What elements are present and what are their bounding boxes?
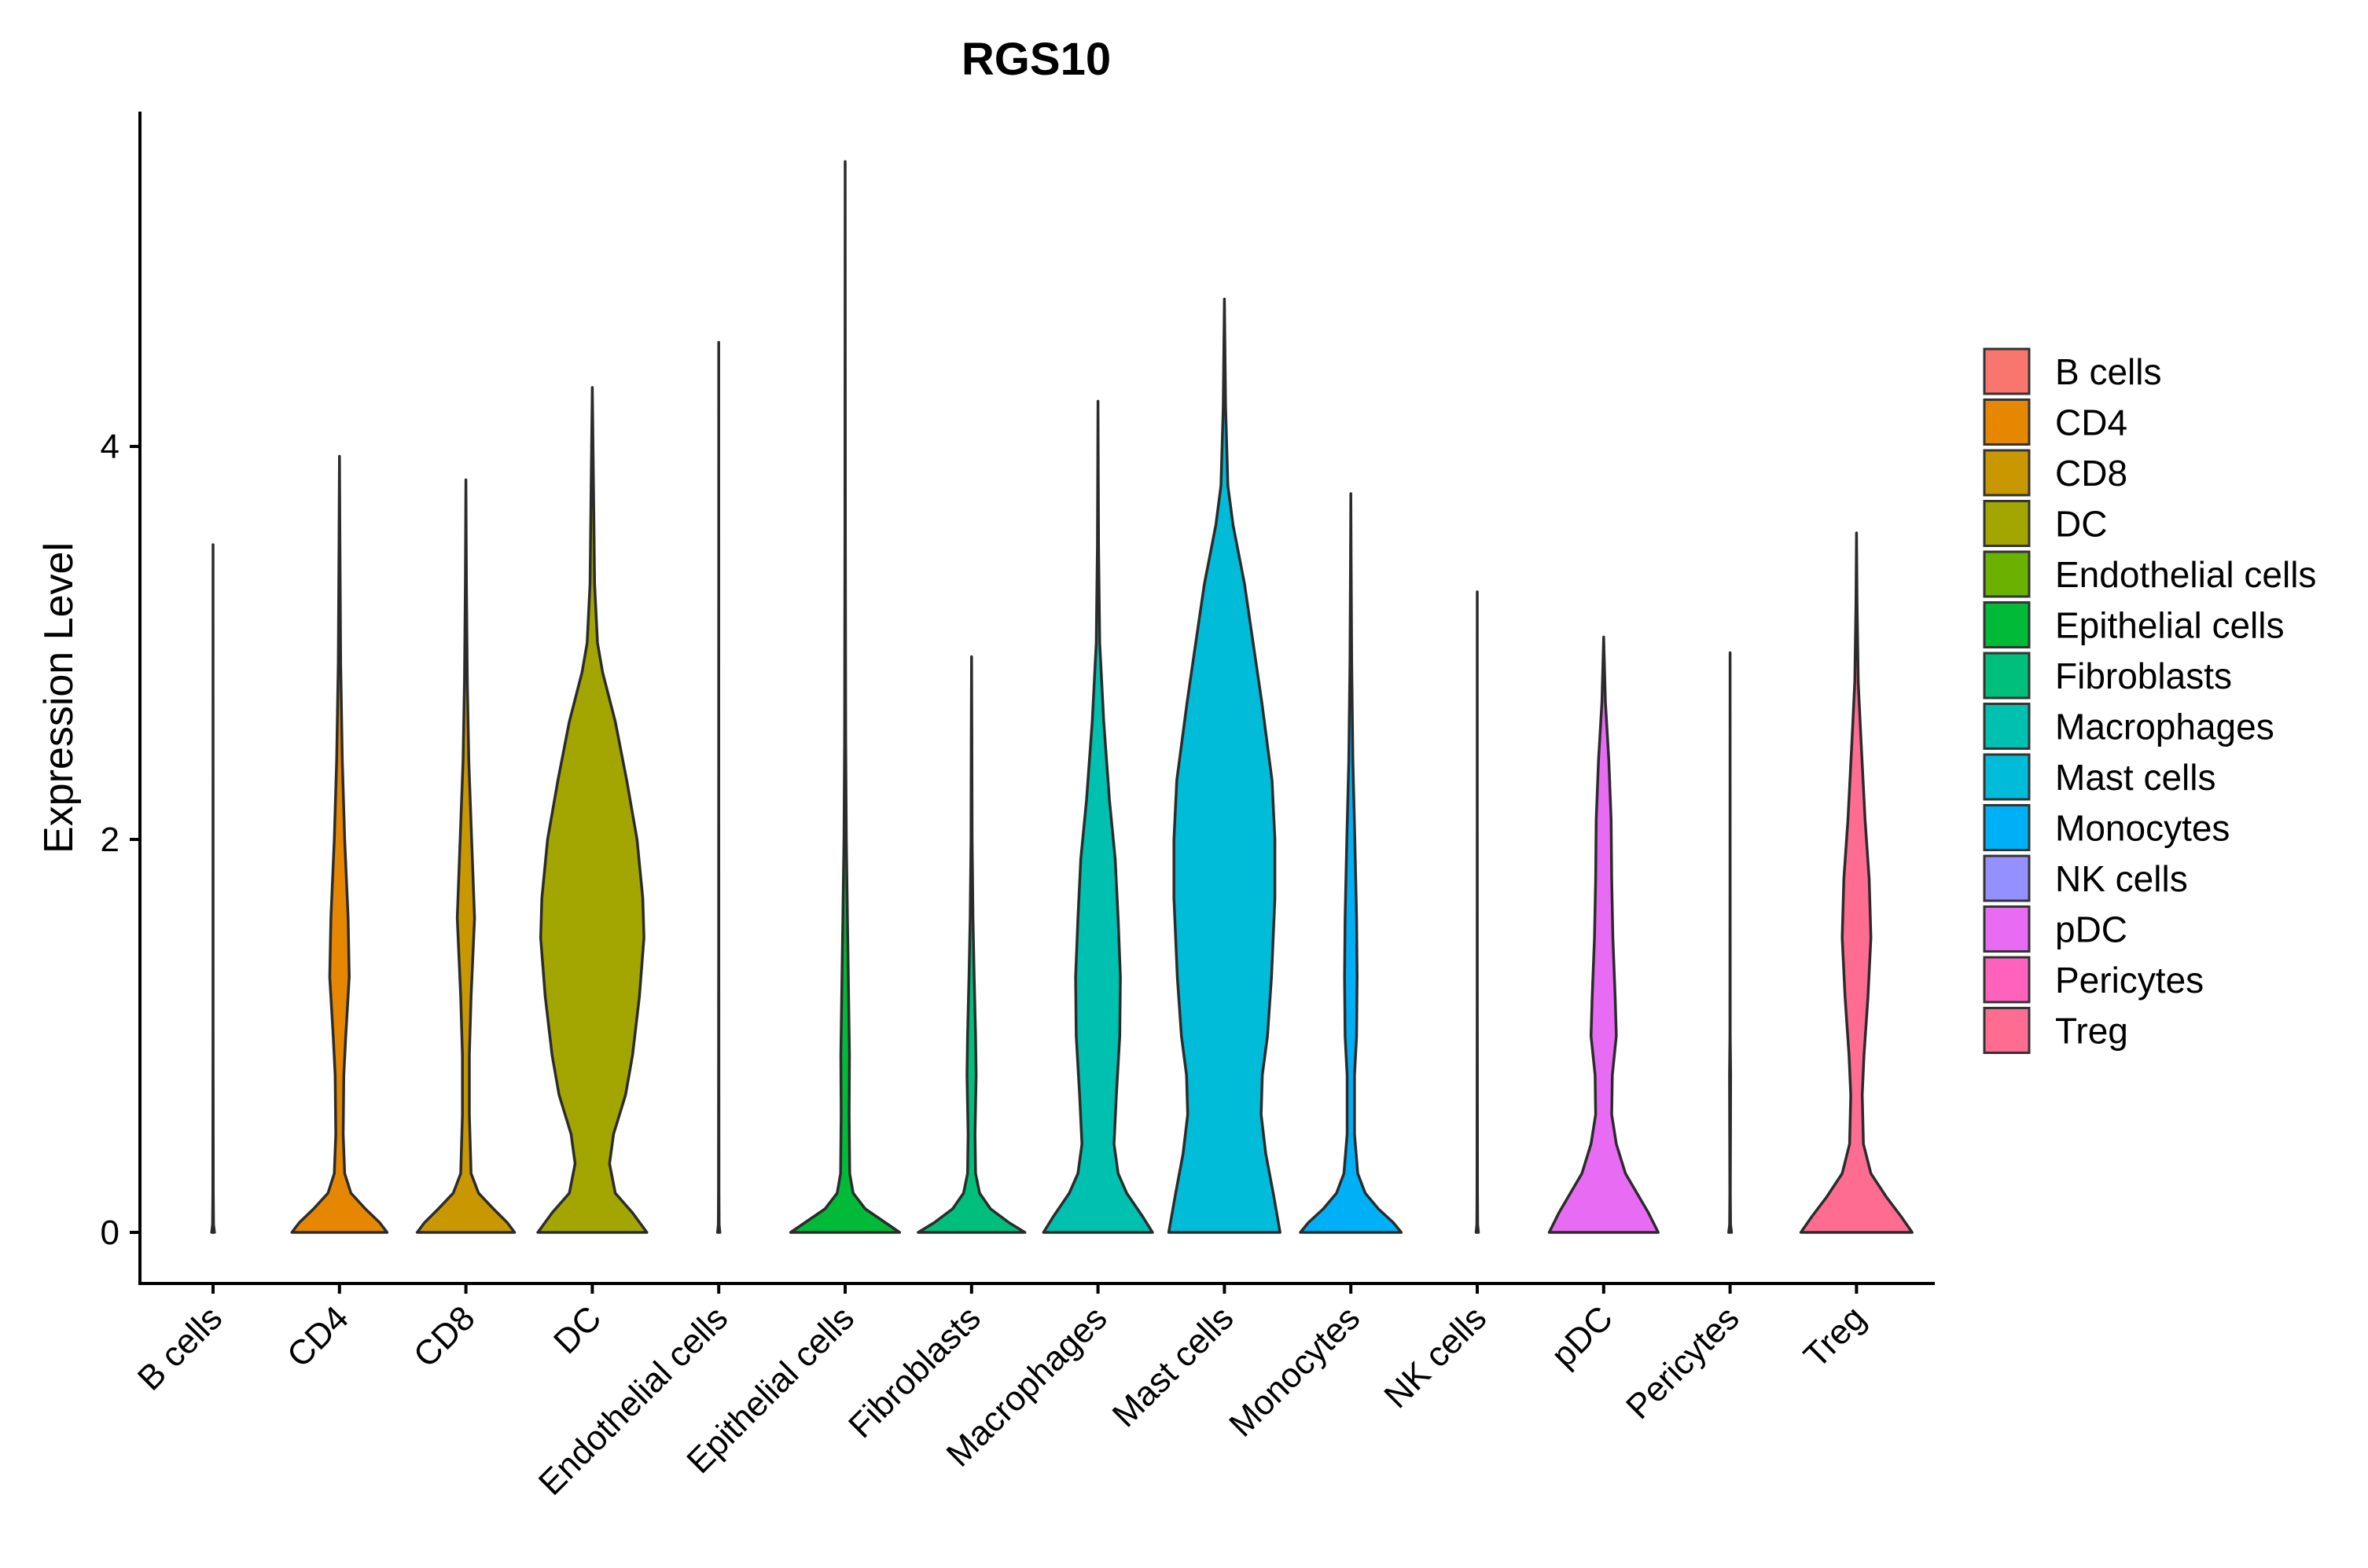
y-tick-group: 0 2 4 [101, 428, 140, 1252]
chart-title: RGS10 [962, 34, 1111, 85]
violin-monocytes [1299, 492, 1403, 1234]
legend-key-fibroblasts [1983, 652, 2031, 700]
legend-key-monocytes [1983, 804, 2031, 851]
legend-key-epithelial-cells [1983, 601, 2031, 648]
legend-key-treg [1983, 1007, 2031, 1054]
y-axis-label: Expression Level [36, 542, 82, 854]
legend-label-b-cells: B cells [2055, 351, 2161, 392]
violin-nk-cells [1474, 590, 1480, 1234]
legend-label-mast-cells: Mast cells [2055, 757, 2215, 798]
violin-pdc [1547, 635, 1660, 1234]
legend-label-fibroblasts: Fibroblasts [2055, 655, 2232, 696]
violin-cd4 [290, 454, 389, 1234]
violin-macrophages [1042, 399, 1154, 1234]
legend-label-dc: DC [2055, 504, 2107, 545]
legend-key-macrophages [1983, 703, 2031, 750]
legend-label-cd8: CD8 [2055, 453, 2127, 494]
y-tick-label-2: 2 [101, 821, 120, 859]
legend-key-pdc [1983, 905, 2031, 953]
legend: B cells CD4 CD8 DC Endothelial cells Epitheli… [1983, 347, 2316, 1054]
y-tick-label-4: 4 [101, 428, 120, 466]
legend-label-nk-cells: NK cells [2055, 858, 2188, 899]
violin-cd8 [415, 478, 517, 1234]
legend-key-cd8 [1983, 449, 2031, 497]
legend-label-cd4: CD4 [2055, 402, 2127, 443]
y-tick-label-0: 0 [101, 1214, 120, 1252]
legend-key-pericytes [1983, 956, 2031, 1004]
legend-key-mast-cells [1983, 753, 2031, 801]
violin-b-cells [210, 543, 216, 1234]
legend-label-epithelial-cells: Epithelial cells [2055, 605, 2284, 646]
violin-pericytes [1727, 651, 1734, 1234]
violin-fibroblasts [917, 655, 1027, 1234]
legend-key-dc [1983, 500, 2031, 547]
legend-key-endothelial-cells [1983, 550, 2031, 598]
legend-key-cd4 [1983, 398, 2031, 446]
violin-treg [1799, 531, 1914, 1234]
legend-key-nk-cells [1983, 854, 2031, 902]
violin-endothelial-cells [715, 340, 722, 1234]
legend-label-endothelial-cells: Endothelial cells [2055, 554, 2316, 595]
legend-label-macrophages: Macrophages [2055, 707, 2274, 747]
legend-label-pericytes: Pericytes [2055, 960, 2204, 1001]
violin-epithelial-cells [789, 160, 902, 1234]
legend-label-treg: Treg [2055, 1011, 2128, 1052]
violin-group [210, 160, 1914, 1234]
violin-mast-cells [1167, 297, 1281, 1234]
legend-label-pdc: pDC [2055, 909, 2127, 950]
legend-label-monocytes: Monocytes [2055, 808, 2230, 849]
violin-dc [536, 386, 649, 1234]
legend-key-b-cells [1983, 347, 2031, 395]
